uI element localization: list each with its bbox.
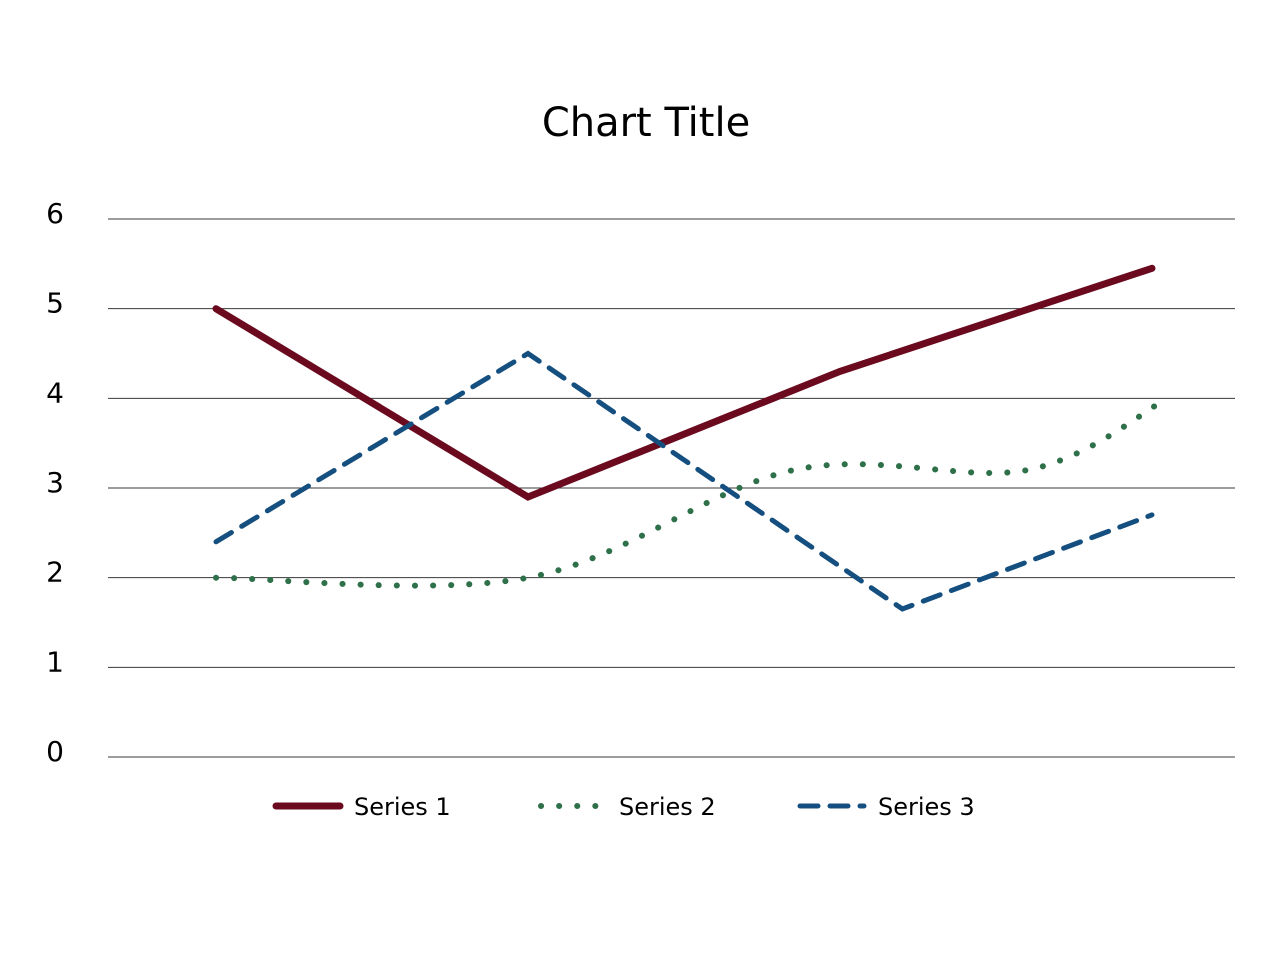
- y-tick-label-1: 1: [46, 645, 64, 678]
- gridlines: [108, 218, 1235, 758]
- y-tick-label-6: 6: [46, 197, 64, 230]
- y-tick-label-4: 4: [46, 376, 64, 409]
- y-tick-label-3: 3: [46, 466, 64, 499]
- legend: Series 1 Series 2 Series 3: [272, 793, 975, 821]
- series-line-1: [212, 264, 1156, 501]
- y-tick-label-0: 0: [46, 735, 64, 768]
- y-tick-label-2: 2: [46, 556, 64, 589]
- series-lines: [212, 264, 1171, 612]
- y-tick-label-5: 5: [46, 287, 64, 320]
- legend-label-3: Series 3: [878, 793, 975, 821]
- series-line-3: [213, 350, 1155, 612]
- chart-title: Chart Title: [542, 100, 750, 146]
- legend-label-2: Series 2: [619, 793, 716, 821]
- series-line-2: [213, 395, 1171, 589]
- legend-label-1: Series 1: [354, 793, 451, 821]
- y-axis-tick-labels: 0 1 2 3 4 5 6: [46, 197, 64, 768]
